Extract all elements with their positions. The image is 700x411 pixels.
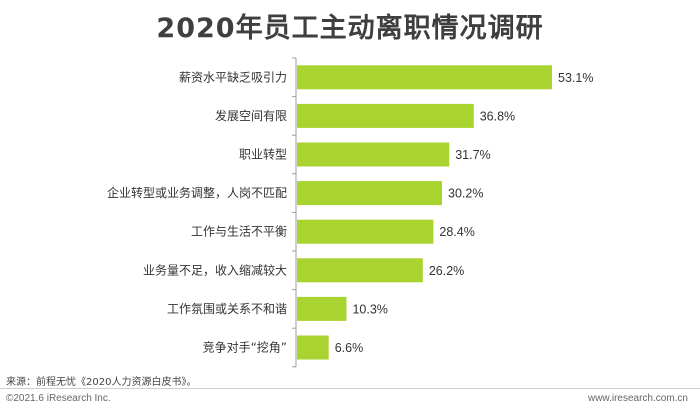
category-label: 企业转型或业务调整，人岗不匹配 [107, 185, 287, 200]
footer-divider [0, 388, 700, 389]
bar [297, 142, 450, 167]
bar [297, 181, 443, 206]
value-label: 30.2% [448, 187, 483, 201]
bar [297, 335, 329, 360]
category-label: 竞争对手“挖角” [203, 340, 287, 355]
bar-chart: 薪资水平缺乏吸引力 53.1% 发展空间有限 36.8% 职业转型 31.7% 企业转型或业… [107, 57, 593, 368]
bar [297, 103, 474, 128]
value-label: 28.4% [439, 225, 474, 239]
chart-title: 2020年员工主动离职情况调研 [156, 13, 544, 44]
category-label: 工作与生活不平衡 [191, 225, 287, 239]
bar [297, 219, 434, 244]
value-label: 6.6% [335, 341, 364, 355]
source-note: 来源：前程无忧《2020人力资源白皮书》。 [6, 377, 197, 388]
bar [297, 296, 347, 321]
website-link[interactable]: www.iresearch.com.cn [587, 393, 688, 404]
value-label: 31.7% [455, 148, 490, 162]
category-label: 薪资水平缺乏吸引力 [179, 69, 287, 84]
category-label: 发展空间有限 [215, 108, 287, 123]
category-label: 业务量不足，收入缩减较大 [143, 262, 287, 277]
bar [297, 65, 552, 90]
value-label: 10.3% [352, 302, 387, 316]
bar [297, 258, 423, 283]
value-label: 36.8% [480, 109, 515, 123]
copyright-text: ©2021.6 iResearch Inc. [6, 393, 111, 404]
value-label: 53.1% [558, 71, 593, 85]
value-label: 26.2% [429, 264, 464, 278]
category-label: 职业转型 [239, 147, 287, 162]
category-label: 工作氛围或关系不和谐 [167, 302, 287, 316]
